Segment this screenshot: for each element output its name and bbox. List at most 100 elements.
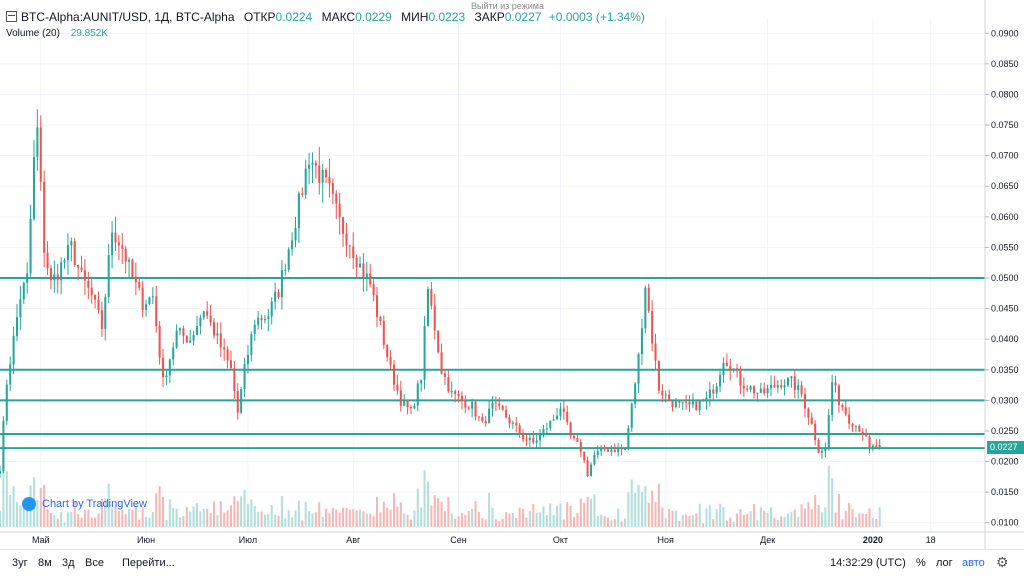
time-axis[interactable]: Май Июн Июл Авг Сен Окт Ноя Дек 2020 18	[0, 531, 1024, 545]
range-3d-button[interactable]: 3д	[62, 557, 75, 569]
volume-bar	[671, 510, 674, 527]
candle-body	[610, 449, 613, 452]
candle-body	[719, 375, 722, 387]
volume-bar	[158, 485, 161, 527]
log-toggle[interactable]: лог	[936, 557, 953, 569]
symbol-title[interactable]: BTC-Alpha:AUNIT/USD, 1Д, BTC-Alpha	[21, 10, 235, 24]
candle-body	[155, 296, 158, 327]
volume-bar	[90, 517, 93, 527]
volume-bar	[321, 516, 324, 527]
tradingview-badge[interactable]: Chart by TradingView	[22, 493, 147, 515]
candle-body	[759, 388, 762, 393]
candle-body	[688, 402, 691, 405]
range-8m-button[interactable]: 8м	[38, 557, 52, 569]
range-all-button[interactable]: Все	[85, 557, 104, 569]
candle-body	[515, 422, 518, 426]
y-tick-label: 0.0850	[991, 59, 1019, 69]
candle-body	[369, 273, 372, 285]
candle-body	[100, 310, 103, 329]
volume-bar	[766, 512, 769, 527]
candle-body	[257, 317, 260, 325]
candle-body	[854, 425, 857, 427]
candle-body	[409, 407, 413, 409]
percent-toggle[interactable]: %	[916, 557, 926, 569]
price-axis[interactable]: 0.0900 0.0850 0.0800 0.0750 0.0700 0.0650 0.06…	[984, 0, 1019, 549]
candle-body	[858, 425, 861, 432]
volume-bar	[409, 519, 413, 527]
candle-body	[834, 382, 837, 386]
volume-bar	[773, 517, 776, 527]
candle-body	[134, 276, 137, 283]
candle-body	[691, 401, 694, 405]
volume-bar	[114, 506, 117, 527]
volume-bar	[294, 510, 297, 527]
exit-mode-tooltip: Выйти из режима	[471, 1, 544, 11]
volume-bar	[243, 489, 246, 527]
collapse-icon[interactable]	[6, 11, 17, 22]
volume-label[interactable]: Volume (20)	[6, 28, 60, 39]
volume-bar	[572, 516, 576, 527]
candle-body	[457, 394, 460, 396]
volume-bar	[267, 514, 270, 527]
volume-bar	[678, 520, 681, 527]
volume-bar	[651, 490, 654, 527]
candle-body	[399, 390, 402, 406]
volume-bar	[97, 513, 100, 527]
candle-body	[260, 317, 263, 321]
candle-body	[488, 408, 491, 424]
candle-body	[664, 394, 667, 396]
volume-bar	[596, 516, 599, 527]
price-chart[interactable]: 0.0900 0.0850 0.0800 0.0750 0.0700 0.0650 0.06…	[0, 0, 1024, 549]
volume-bar	[318, 502, 321, 527]
volume-bar	[539, 512, 542, 527]
candle-body	[182, 328, 185, 336]
y-tick-label: 0.0700	[991, 151, 1019, 161]
volume-bar	[627, 492, 630, 527]
volume-bar	[515, 518, 518, 527]
volume-bar	[212, 501, 216, 527]
candle-body	[325, 169, 328, 178]
x-tick-label: Ноя	[658, 535, 675, 545]
volume-bar	[634, 492, 637, 527]
candle-body	[87, 280, 90, 288]
auto-scale-toggle[interactable]: авто	[962, 557, 985, 569]
horizontal-lines[interactable]	[0, 277, 985, 450]
volume-bar	[525, 517, 528, 527]
candle-body	[328, 177, 331, 184]
x-tick-label: 2020	[863, 535, 883, 545]
tradingview-logo-icon	[22, 497, 36, 511]
candle-body	[253, 324, 256, 335]
candle-body	[29, 218, 32, 274]
volume-bar	[841, 519, 844, 527]
goto-date-button[interactable]: Перейти...	[122, 557, 175, 569]
volume-bar	[467, 510, 470, 527]
candle-body	[240, 388, 243, 413]
range-3y-button[interactable]: 3уг	[12, 557, 28, 569]
last-price-tag: 0.0227	[987, 441, 1024, 454]
volume-bar	[151, 511, 154, 527]
volume-bar	[117, 511, 120, 527]
volume-bar	[175, 508, 178, 527]
volume-bar	[814, 494, 817, 527]
tradingview-badge-text: Chart by TradingView	[42, 498, 147, 510]
volume-bar	[355, 510, 358, 527]
candle-body	[875, 445, 878, 447]
candle-body	[865, 433, 868, 437]
candle-body	[301, 193, 304, 195]
volume-bar	[698, 503, 701, 527]
candle-body	[494, 402, 497, 404]
volume-bar	[311, 513, 314, 527]
volume-bar	[5, 471, 8, 527]
candle-body	[94, 295, 97, 300]
x-tick-label: Дек	[760, 535, 775, 545]
candle-body	[736, 368, 739, 371]
candle-body	[335, 193, 338, 204]
volume-bar	[780, 516, 783, 527]
settings-gear-icon[interactable]: ⚙	[996, 554, 1009, 570]
volume-bar	[134, 507, 137, 527]
x-tick-label: Сен	[450, 535, 467, 545]
candle-body	[250, 334, 253, 355]
volume-bar	[9, 494, 12, 527]
candle-body	[511, 422, 514, 424]
candle-body	[851, 423, 854, 427]
